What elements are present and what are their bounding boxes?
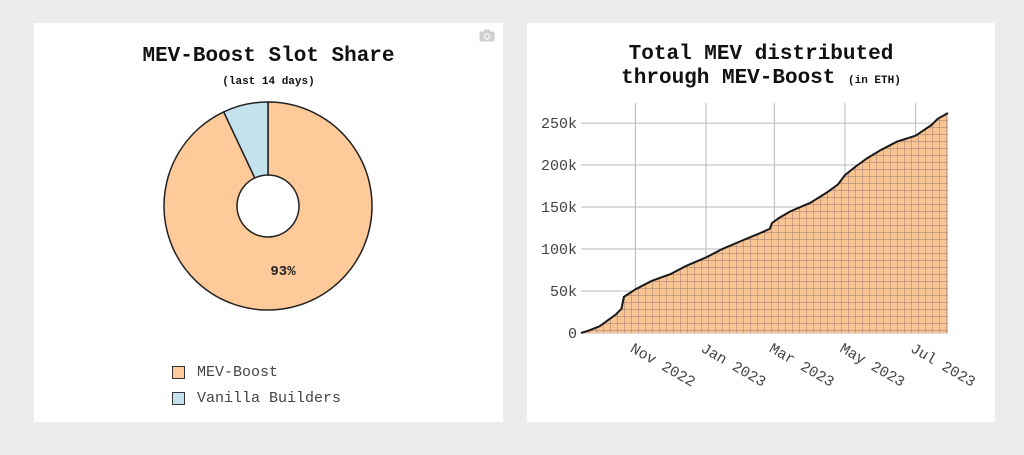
- legend-label: Vanilla Builders: [197, 389, 342, 407]
- y-tick-label: 100k: [541, 242, 577, 259]
- area-chart: 0 50k 100k 150k 200k 250k Nov 2022 Jan 2023Mar …: [541, 103, 978, 392]
- area-fill: [581, 113, 948, 333]
- y-tick-label: 250k: [541, 116, 577, 133]
- pie-title: MEV-Boost Slot Share: [142, 45, 395, 68]
- pie-slice-vanilla-builders[interactable]: [222, 101, 269, 179]
- legend-item-vanilla-builders[interactable]: Vanilla Builders: [172, 385, 341, 411]
- legend-swatch-mev-boost: [172, 365, 185, 379]
- pie-slice-mev-boost[interactable]: [163, 101, 373, 311]
- area-title-line2: through MEV-Boost (in ETH): [527, 67, 995, 93]
- pie-data-label: 93%: [270, 264, 296, 280]
- x-tick-label: Jan 2023: [698, 341, 769, 392]
- slot-share-panel: MEV-Boost Slot Share (last 14 days) 93% …: [34, 23, 503, 422]
- legend-label: MEV-Boost: [197, 363, 279, 381]
- area-title-main: through MEV-Boost: [621, 67, 836, 90]
- pie-legend: MEV-Boost Vanilla Builders: [172, 359, 341, 411]
- x-tick-label: Jul 2023: [907, 341, 978, 392]
- x-tick-label: Mar 2023: [766, 341, 837, 392]
- camera-icon[interactable]: [479, 29, 495, 42]
- area-title-unit: (in ETH): [848, 75, 901, 87]
- area-title-line1: Total MEV distributed: [628, 43, 894, 66]
- y-tick-label: 150k: [541, 200, 577, 217]
- donut-chart: 93%: [163, 101, 373, 311]
- series-line[interactable]: [580, 112, 949, 334]
- x-tick-label: May 2023: [836, 341, 907, 392]
- y-tick-label: 0: [568, 326, 577, 343]
- legend-item-mev-boost[interactable]: MEV-Boost: [172, 359, 341, 385]
- y-tick-label: 200k: [541, 158, 577, 175]
- legend-swatch-vanilla-builders: [172, 391, 185, 405]
- x-tick-label: Nov 2022: [627, 341, 698, 392]
- y-tick-label: 50k: [550, 284, 577, 301]
- total-mev-panel: Total MEV distributed through MEV-Boost …: [527, 23, 995, 422]
- pie-subtitle: (last 14 days): [222, 76, 315, 88]
